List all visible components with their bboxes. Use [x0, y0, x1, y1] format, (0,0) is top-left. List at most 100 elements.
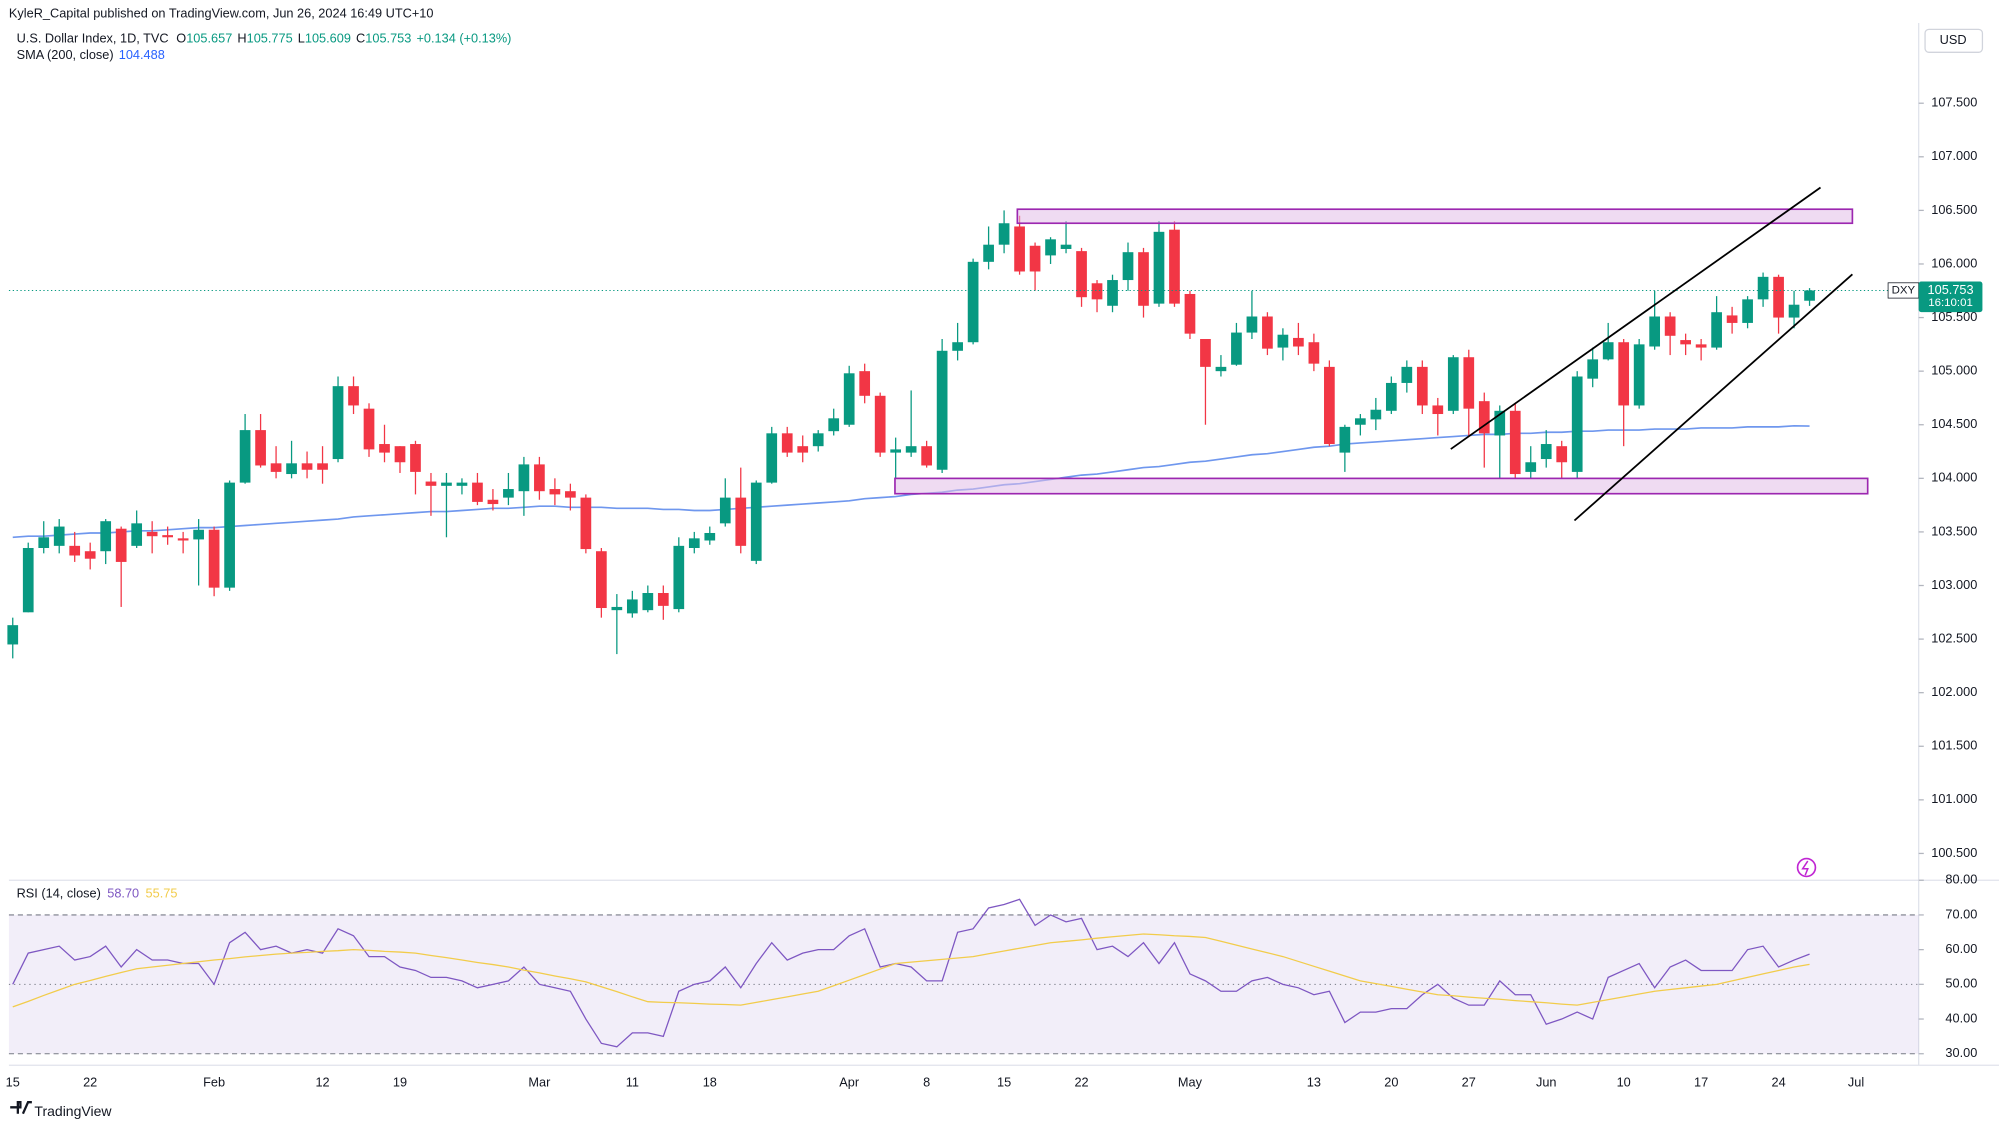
candle-body: [936, 350, 948, 470]
candle-body: [549, 489, 561, 495]
x-tick-label: 27: [1462, 1074, 1476, 1089]
x-tick-label: 11: [626, 1074, 639, 1089]
y-tick-label: 104.500: [1931, 416, 1977, 431]
candle-body: [1215, 366, 1227, 372]
candle-body: [1246, 316, 1258, 333]
ohlc-key: O: [176, 31, 186, 46]
ohlc-key: C: [356, 31, 365, 46]
candle-body: [1587, 359, 1599, 379]
candle-body: [1354, 418, 1366, 425]
candle-body: [952, 342, 963, 351]
candle-body: [812, 433, 824, 447]
channel-lower-line: [1573, 273, 1853, 522]
y-tick-label: 106.000: [1931, 255, 1977, 270]
x-tick-label: 13: [1307, 1074, 1321, 1089]
candle-body: [1664, 316, 1676, 336]
y-tick-label: 107.000: [1931, 148, 1977, 163]
candle-body: [1045, 239, 1056, 256]
candle-body: [596, 551, 607, 609]
y-tick-label: 101.000: [1931, 791, 1977, 806]
candle-body: [394, 446, 406, 463]
candle-body: [239, 430, 251, 483]
candle-body: [1107, 280, 1118, 306]
candle-body: [781, 433, 793, 453]
alert-icon[interactable]: [1796, 857, 1817, 878]
candle-body: [1231, 332, 1242, 365]
candle-body: [750, 482, 762, 561]
candle-body: [611, 606, 623, 611]
candle-body: [1602, 342, 1614, 360]
rsi-ma-line: [12, 933, 1810, 1008]
candle-body: [1184, 293, 1196, 334]
y-tick-label: 103.500: [1931, 523, 1977, 538]
candle-body: [1649, 316, 1661, 347]
y-tick-label: 40.00: [1945, 1010, 1977, 1025]
x-tick-label: 19: [393, 1074, 407, 1089]
x-tick-label: May: [1178, 1074, 1203, 1089]
x-tick-label: 12: [315, 1074, 329, 1089]
candle-body: [425, 481, 437, 486]
rsi-line: [12, 898, 1810, 1048]
candle-body: [1463, 357, 1475, 409]
candle-body: [177, 538, 189, 541]
candle-body: [115, 528, 127, 562]
candle-body: [859, 371, 871, 396]
symbol-title: U.S. Dollar Index, 1D, TVC: [17, 31, 169, 46]
candle-body: [1153, 231, 1165, 304]
ohlc-value: 105.609: [305, 31, 351, 46]
candle-body: [1339, 426, 1351, 453]
sma-value: 104.488: [119, 48, 165, 63]
candle-body: [1416, 366, 1428, 406]
currency-label: USD: [1940, 32, 1967, 47]
candle-body: [1324, 366, 1335, 445]
candle-body: [905, 446, 917, 453]
candle-body: [1478, 401, 1490, 434]
candle-body: [1711, 312, 1722, 348]
y-tick-label: 102.500: [1931, 630, 1977, 645]
candle-body: [224, 482, 235, 588]
candle-body: [53, 526, 65, 546]
publisher-line: KyleR_Capital published on TradingView.c…: [9, 5, 434, 20]
x-tick-label: 18: [703, 1074, 717, 1089]
candle-body: [921, 446, 932, 466]
candle-body: [84, 551, 96, 559]
candle-body: [1091, 283, 1103, 300]
y-tick-label: 106.500: [1931, 202, 1977, 217]
candle-body: [22, 547, 34, 613]
drawing-layer: 100.500 101.000 101.500 102.000 102.500 103.0…: [6, 95, 1983, 1089]
candle-body: [472, 482, 483, 502]
rsi-ma-value: 55.75: [146, 886, 178, 901]
candle-body: [1200, 339, 1211, 367]
sma-legend: SMA (200, close) 104.488: [17, 48, 165, 63]
brand-name: TradingView: [34, 1103, 112, 1119]
candle-body: [657, 593, 669, 606]
candle-body: [193, 529, 204, 540]
y-tick-label: 101.500: [1931, 738, 1977, 753]
candle-body: [843, 373, 855, 425]
y-tick-label: 104.000: [1931, 470, 1977, 485]
candle-body: [688, 538, 700, 548]
candle-body: [208, 529, 220, 588]
currency-button[interactable]: [1924, 28, 1984, 53]
candle-body: [828, 418, 840, 432]
candle-body: [1726, 315, 1738, 323]
candle-body: [38, 537, 50, 548]
candle-body: [1757, 276, 1769, 300]
rsi-title: RSI (14, close): [17, 886, 101, 901]
candle-body: [1138, 252, 1149, 306]
candle-body: [270, 463, 282, 472]
price-tag: [1918, 281, 1983, 313]
y-tick-label: 60.00: [1945, 941, 1977, 956]
candle-body: [441, 482, 452, 486]
symbol-legend: U.S. Dollar Index, 1D, TVC O105.657 H105.7…: [17, 31, 512, 46]
candle-body: [255, 430, 266, 466]
candle-body: [890, 449, 902, 453]
candle-body: [1742, 299, 1753, 323]
candle-body: [1556, 446, 1568, 463]
x-tick-label: Jun: [1536, 1074, 1557, 1089]
candle-body: [1540, 444, 1552, 460]
y-tick-label: 107.500: [1931, 95, 1977, 110]
candle-body: [1571, 376, 1583, 472]
